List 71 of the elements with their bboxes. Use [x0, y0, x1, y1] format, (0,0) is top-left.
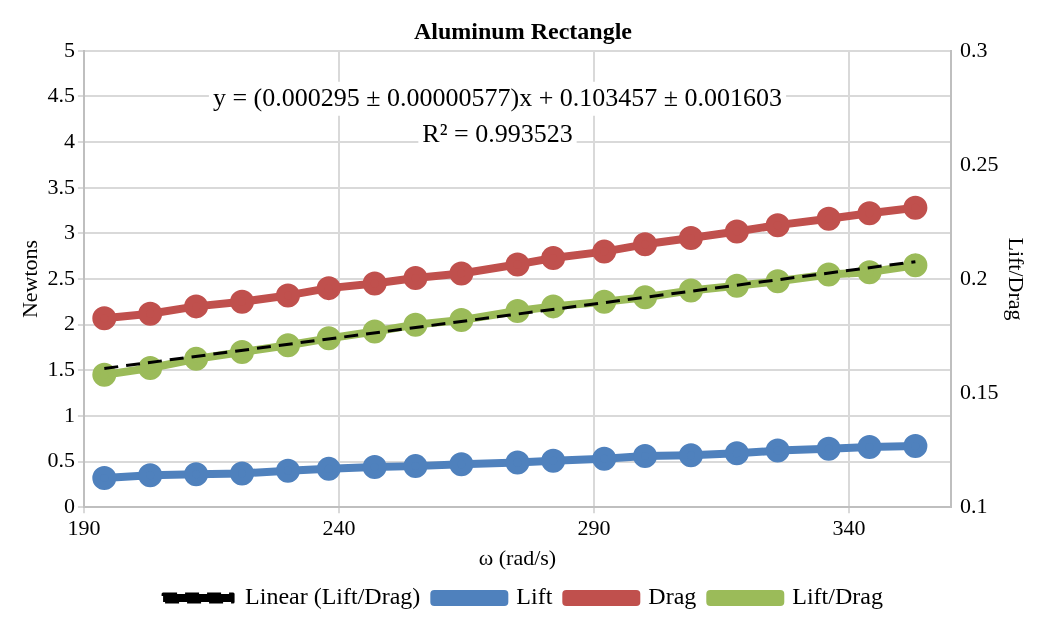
point: [903, 434, 928, 459]
point: [403, 266, 428, 291]
point: [92, 362, 117, 387]
x-tick-label: 290: [577, 515, 611, 541]
y-tick-label: 3.5: [47, 173, 75, 199]
y2-tick-label: 0.25: [960, 150, 999, 176]
point: [816, 206, 841, 231]
point: [857, 201, 882, 226]
y2-axis-title: Lift/Drag: [1004, 237, 1030, 321]
y-tick-label: 3: [63, 219, 75, 245]
point: [92, 465, 117, 490]
point: [903, 253, 928, 278]
point: [316, 456, 341, 481]
point: [184, 462, 209, 487]
point: [678, 225, 703, 250]
x-tick-label: 190: [67, 515, 101, 541]
point: [449, 261, 474, 286]
point: [816, 436, 841, 461]
point: [505, 450, 530, 475]
point: [316, 276, 341, 301]
point: [903, 195, 928, 220]
chart-title: Aluminum Rectangle: [414, 17, 633, 44]
point: [230, 289, 255, 314]
point: [138, 356, 163, 380]
legend-label: Linear (Lift/Drag): [245, 583, 421, 610]
annotation: R² = 0.993523: [422, 118, 573, 148]
point: [275, 283, 300, 308]
y-tick-label: 4.5: [47, 82, 75, 108]
point: [724, 441, 749, 466]
point: [724, 219, 749, 244]
y-tick-label: 1.5: [47, 356, 75, 382]
legend-label: Lift: [516, 583, 553, 610]
point: [678, 443, 703, 468]
y2-tick-label: 0.15: [960, 378, 999, 404]
point: [592, 239, 617, 264]
point: [230, 461, 255, 486]
y-tick-label: 1: [63, 401, 75, 427]
point: [138, 301, 163, 326]
x-axis-title: ω (rad/s): [478, 544, 557, 570]
point: [592, 446, 617, 471]
point: [92, 306, 117, 331]
point: [138, 463, 163, 488]
point: [857, 434, 882, 459]
x-tick-label: 340: [832, 515, 866, 541]
point: [449, 452, 474, 477]
point: [633, 232, 658, 257]
y-tick-label: 2.5: [47, 264, 75, 290]
y-axis-title: Newtons: [16, 239, 42, 319]
point: [541, 246, 566, 271]
point: [765, 213, 790, 238]
point: [184, 294, 209, 319]
y2-tick-label: 0.2: [960, 264, 988, 290]
point: [633, 444, 658, 469]
y-tick-label: 4: [63, 127, 75, 153]
y-tick-label: 2: [63, 310, 75, 336]
legend-label: Lift/Drag: [792, 583, 883, 610]
y2-tick-label: 0.3: [960, 36, 988, 62]
y-tick-label: 5: [63, 36, 75, 62]
point: [275, 458, 300, 483]
point: [403, 454, 428, 479]
y-tick-label: 0: [63, 492, 75, 518]
point: [362, 455, 387, 480]
annotation: y = (0.000295 ± 0.00000577)x + 0.103457 ± 0.001603: [212, 82, 783, 112]
x-tick-label: 240: [322, 515, 356, 541]
point: [505, 252, 530, 277]
y-tick-label: 0.5: [47, 447, 75, 473]
y2-tick-label: 0.1: [960, 492, 988, 518]
point: [362, 271, 387, 296]
point: [541, 448, 566, 473]
point: [765, 438, 790, 463]
legend-label: Drag: [648, 583, 697, 610]
